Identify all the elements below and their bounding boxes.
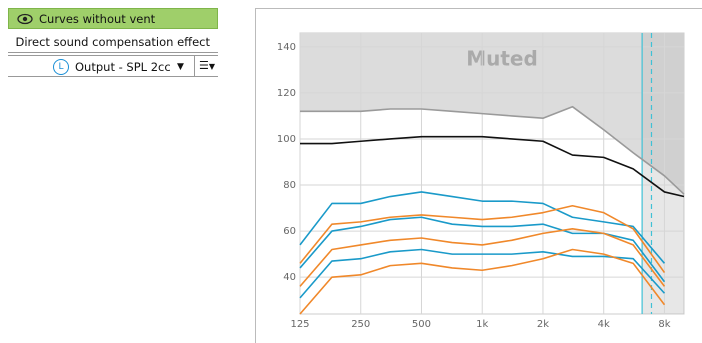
y-tick-label: 80 [283,180,296,191]
series-line [300,105,685,195]
x-tick-label: 2k [537,319,549,330]
x-tick-label: 8k [658,319,670,330]
output-icon: L [53,59,69,75]
y-tick-label: 40 [283,272,296,283]
direct-sound-button[interactable]: Direct sound compensation effect [8,32,218,53]
x-tick-label: 1k [476,319,488,330]
menu-button[interactable]: ☰▼ [194,56,218,76]
x-tick-label: 4k [598,319,610,330]
dropdown-arrow: ▼ [177,62,184,72]
y-tick-label: 100 [277,134,296,145]
eye-icon [17,13,33,25]
series-line [299,248,666,315]
output-select[interactable]: L Output - SPL 2cc ▼ [53,57,193,76]
series-line [299,248,666,299]
y-tick-label: 140 [277,42,296,53]
series-line [300,135,685,198]
x-tick-label: 250 [351,319,370,330]
series-line [299,204,666,274]
x-tick-label: 125 [290,319,309,330]
x-tick-label: 500 [412,319,431,330]
muted-label: Muted [466,47,538,71]
y-tick-label: 120 [277,88,296,99]
y-tick-label: 60 [283,226,296,237]
select-label: Output - SPL 2cc [75,60,171,74]
button-label: Direct sound compensation effect [15,35,210,49]
series-line [299,191,666,264]
series-line [299,227,666,287]
output-row: L Output - SPL 2cc ▼ ☰▼ [8,55,218,77]
